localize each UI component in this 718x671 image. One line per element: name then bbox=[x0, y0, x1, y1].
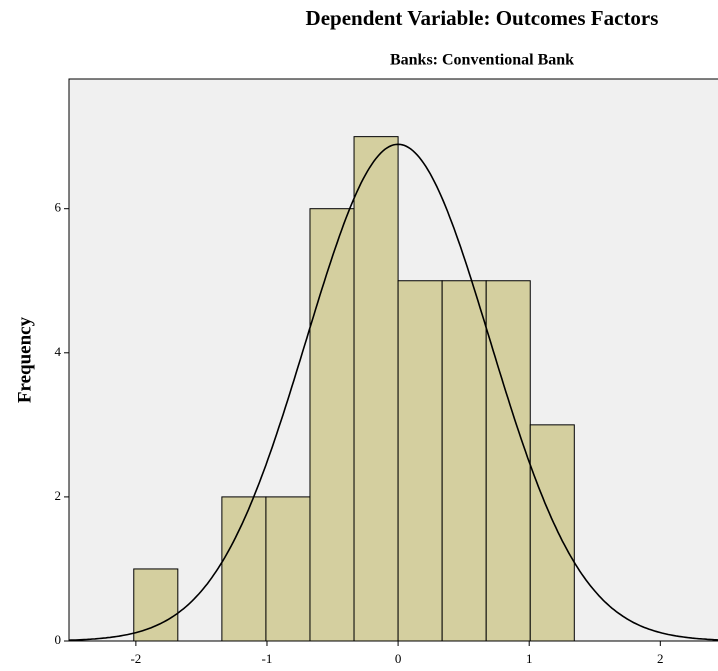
bar bbox=[441, 280, 487, 642]
x-tick-label: 2 bbox=[657, 651, 664, 666]
y-tick-label: 0 bbox=[55, 632, 62, 647]
normal-curve bbox=[68, 143, 718, 641]
y-tick-label: 4 bbox=[55, 344, 62, 359]
y-tick-label: 2 bbox=[55, 488, 62, 503]
chart-subtitle: Banks: Conventional Bank bbox=[390, 52, 574, 69]
chart-title: Dependent Variable: Outcomes Factors bbox=[306, 6, 659, 30]
x-tick-label: 0 bbox=[395, 651, 402, 666]
bar bbox=[397, 280, 443, 642]
bar bbox=[353, 136, 399, 642]
bar bbox=[309, 208, 355, 642]
x-tick-label: -2 bbox=[130, 651, 141, 666]
y-axis-label: Frequency bbox=[14, 316, 35, 403]
x-tick-label: -1 bbox=[262, 651, 273, 666]
bar bbox=[529, 424, 575, 642]
y-tick-label: 6 bbox=[55, 200, 62, 215]
bar bbox=[133, 568, 179, 642]
bar bbox=[485, 280, 531, 642]
x-tick-label: 1 bbox=[526, 651, 533, 666]
bar bbox=[265, 496, 311, 642]
